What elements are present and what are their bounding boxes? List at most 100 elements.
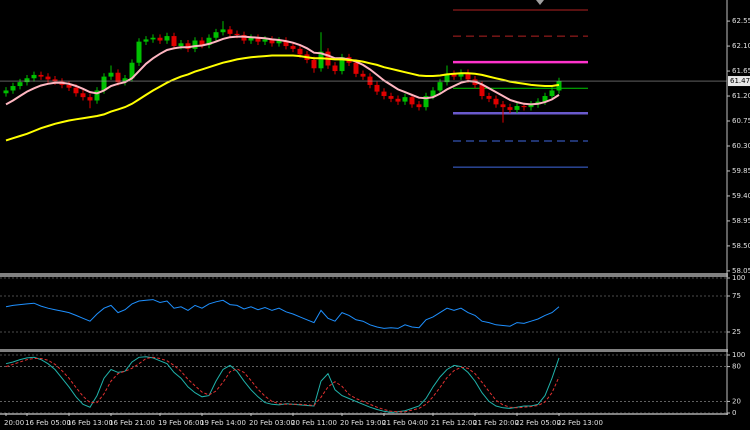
candle-body [332,65,338,72]
candle-body [206,37,212,45]
y-tick-label: 60.30 [732,142,750,150]
x-tick-label: 22 Feb 05:00 [515,419,561,427]
candle-body [234,33,240,35]
candle-body [479,84,485,97]
candle-body [108,72,114,77]
candle-body [360,73,366,77]
last-price-label: 61.47 [730,77,750,85]
y-tick-label: 80 [732,363,741,371]
moving-average [5,54,560,142]
y-tick-label: 61.20 [732,92,750,100]
candle-body [241,34,247,41]
candle-body [521,106,527,108]
candle-body [486,96,492,99]
candle-body [395,98,401,102]
y-tick-label: 61.65 [732,67,750,75]
y-tick-label: 62.55 [732,17,750,25]
candle-body [255,37,261,42]
candle-body [262,39,268,42]
x-tick-label: 20 Feb 19:00 [340,419,386,427]
y-tick-label: 0 [732,409,736,417]
candle-body [409,97,415,105]
candle-body [290,46,296,49]
candle-body [227,29,233,34]
candle-body [10,86,16,91]
candle-body [3,90,9,94]
candle-body [297,48,303,55]
candle-body [528,104,534,108]
candle-body [430,90,436,97]
y-tick-label: 59.85 [732,167,750,175]
candle-body [192,40,198,49]
candle-body [549,90,555,97]
candle-body [17,82,23,87]
y-tick-label: 60.75 [732,117,750,125]
candle-body [73,87,79,94]
candle-body [318,51,324,69]
candle-body [388,96,394,99]
candle-body [542,96,548,102]
candle-body [444,73,450,83]
candle-body [514,106,520,110]
y-tick-label: 62.10 [732,42,750,50]
candle-body [500,104,506,108]
candle-body [31,74,37,79]
candle-body [115,72,121,83]
x-tick-label: 20 Feb 03:00 [249,419,295,427]
indicator-line [5,356,560,413]
panel-separator [0,413,728,415]
candle-body [353,62,359,74]
candle-body [171,36,177,47]
candle-body [80,93,86,98]
candle-body [45,76,51,80]
candle-body [374,84,380,92]
x-tick-label: 16 Feb 13:00 [67,419,113,427]
candle-body [402,97,408,102]
last-price-box [728,76,750,87]
candle-body [101,76,107,91]
candle-body [220,29,226,33]
panel-separator [0,273,728,277]
x-tick-label: 20 Feb 11:00 [291,419,337,427]
candle-body [339,57,345,72]
candle-body [157,37,163,41]
candle-body [52,79,58,82]
candle-body [164,36,170,41]
candle-body [451,73,457,77]
candle-body [136,41,142,63]
y-tick-label: 59.40 [732,192,750,200]
y-tick-label: 100 [732,351,745,359]
x-tick-label: 16 Feb 05:00 [25,419,71,427]
candle-body [199,40,205,45]
y-tick-label: 58.05 [732,267,750,275]
candle-body [143,39,149,42]
candle-body [213,32,219,38]
panel-separator [0,349,728,352]
candle-body [150,37,156,40]
x-tick-label: 19 Feb 14:00 [200,419,246,427]
candle-body [87,97,93,101]
x-tick-label: 21 Feb 12:00 [431,419,477,427]
candle-body [24,78,30,83]
candle-body [269,39,275,44]
x-tick-label: 21 Feb 20:00 [473,419,519,427]
x-tick-label: 19 Feb 06:00 [158,419,204,427]
candle-body [66,84,72,88]
candle-body [416,104,422,108]
candle-body [437,82,443,91]
candle-body [248,37,254,41]
candle-body [178,43,184,47]
candle-body [276,40,282,44]
candle-body [94,90,100,101]
candle-body [507,107,513,110]
indicator-line [5,299,560,329]
candle-body [458,72,464,77]
y-tick-label: 58.95 [732,217,750,225]
candle-body [38,74,44,77]
indicator-line [5,356,560,413]
candle-body [311,59,317,69]
x-tick-label: 20:00 [4,419,24,427]
candle-body [423,96,429,108]
